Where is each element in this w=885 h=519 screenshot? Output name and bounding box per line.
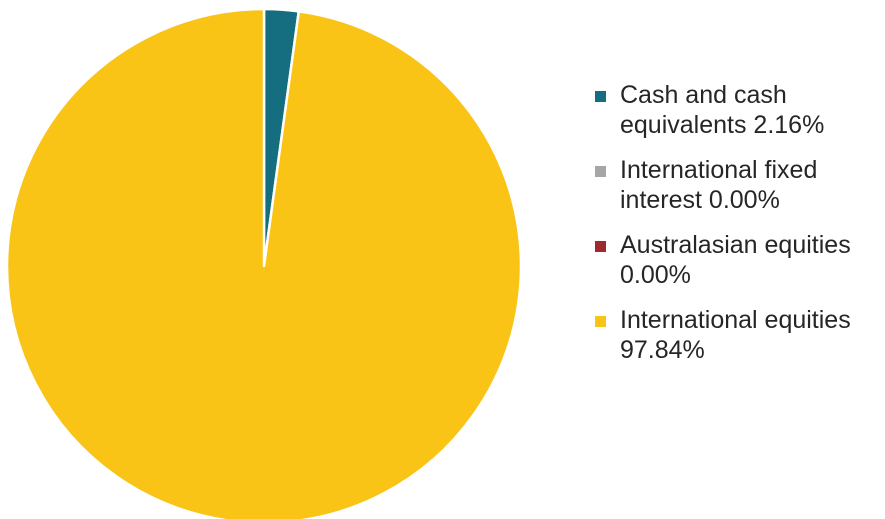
legend-swatch-international-fixed-interest bbox=[595, 166, 606, 177]
legend-label-australasian-equities: Australasian equities 0.00% bbox=[620, 231, 851, 289]
legend-swatch-international-equities bbox=[595, 316, 606, 327]
legend-swatch-australasian-equities bbox=[595, 241, 606, 252]
pie-chart bbox=[5, 7, 523, 519]
pie-slice-international-equities bbox=[5, 7, 523, 519]
legend-label-cash: Cash and cash equivalents 2.16% bbox=[620, 81, 825, 139]
legend: Cash and cash equivalents 2.16% Internat… bbox=[594, 80, 879, 380]
legend-item-cash: Cash and cash equivalents 2.16% bbox=[594, 80, 879, 140]
legend-swatch-cash bbox=[595, 91, 606, 102]
legend-item-australasian-equities: Australasian equities 0.00% bbox=[594, 230, 879, 290]
legend-label-international-equities: International equities 97.84% bbox=[620, 306, 851, 364]
legend-label-international-fixed-interest: International fixed interest 0.00% bbox=[620, 156, 818, 214]
legend-item-international-equities: International equities 97.84% bbox=[594, 305, 879, 365]
legend-item-international-fixed-interest: International fixed interest 0.00% bbox=[594, 155, 879, 215]
